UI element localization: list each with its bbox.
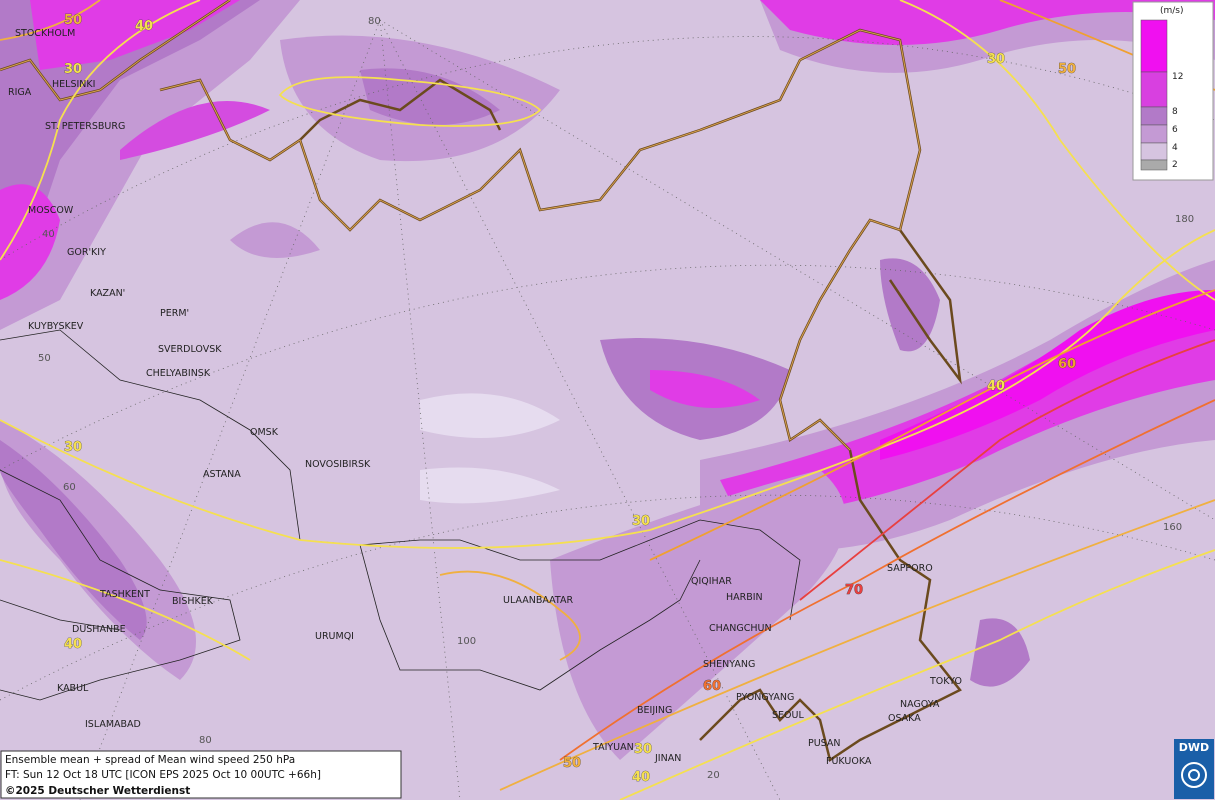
contour-label: 70 — [845, 583, 863, 598]
city-label: TASHKENT — [99, 589, 150, 600]
legend-tick: 8 — [1172, 107, 1178, 117]
contour-label: 50 — [64, 13, 82, 28]
city-label: PYONGYANG — [736, 692, 794, 703]
city-label: NAGOYA — [900, 699, 940, 710]
graticule-label: 20 — [707, 770, 720, 781]
city-label: HARBIN — [726, 592, 763, 603]
legend-swatch — [1140, 124, 1168, 144]
city-label: SEOUL — [772, 710, 804, 721]
city-label: JINAN — [654, 753, 681, 764]
city-label: PERM' — [160, 308, 189, 319]
legend-swatch — [1140, 71, 1168, 108]
graticule-labels: 80 180 160 50 40 60 100 80 20 — [38, 16, 1194, 781]
graticule-label: 60 — [63, 482, 76, 493]
contour-label: 40 — [632, 770, 650, 785]
footer-box — [0, 750, 402, 799]
city-label: SVERDLOVSK — [158, 344, 222, 355]
contour-label: 50 — [1058, 62, 1076, 77]
city-label: FUKUOKA — [826, 756, 872, 767]
graticule-label: 160 — [1163, 522, 1182, 533]
legend-tick: 2 — [1172, 160, 1178, 170]
legend-tick: 12 — [1172, 72, 1183, 82]
footer-title: Ensemble mean + spread of Mean wind spee… — [5, 754, 295, 766]
city-label: TOKYO — [929, 676, 962, 687]
city-label: PUSAN — [808, 738, 841, 749]
legend-unit: (m/s) — [1160, 6, 1184, 16]
graticule-label: 50 — [38, 353, 51, 364]
city-label: QIQIHAR — [691, 576, 732, 587]
graticule — [0, 19, 1215, 800]
city-label: DUSHANBE — [72, 624, 126, 635]
contour-label: 40 — [135, 19, 153, 34]
city-label: CHANGCHUN — [709, 623, 772, 634]
contour-label: 50 — [563, 756, 581, 771]
logo: DWD — [1174, 739, 1214, 799]
graticule-label: 100 — [457, 636, 476, 647]
contour-label: 30 — [632, 514, 650, 529]
city-label: OSAKA — [888, 713, 921, 724]
city-label: RIGA — [8, 87, 32, 98]
city-label: BISHKEK — [172, 596, 214, 607]
city-label: STOCKHOLM — [15, 28, 75, 39]
contour-label: 30 — [64, 62, 82, 77]
contour-label: 40 — [987, 379, 1005, 394]
city-label: OMSK — [250, 427, 279, 438]
logo-swirl — [1188, 769, 1200, 781]
city-label: URUMQI — [315, 631, 354, 642]
graticule-label: 180 — [1175, 214, 1194, 225]
city-label: ASTANA — [203, 469, 241, 480]
city-label: SAPPORO — [887, 563, 933, 574]
city-label: GOR'KIY — [67, 247, 106, 258]
city-label: BEIJING — [637, 705, 672, 716]
legend-swatch — [1140, 159, 1168, 171]
city-label: ST. PETERSBURG — [45, 121, 125, 132]
city-label: MOSCOW — [28, 205, 74, 216]
contour-label: 60 — [703, 679, 721, 694]
city-label: KUYBYSKEV — [28, 321, 84, 332]
footer-copyright: ©2025 Deutscher Wetterdienst — [5, 785, 190, 797]
contour-labels: 50 40 30 30 50 40 60 30 30 70 60 40 50 3… — [64, 13, 1077, 786]
contour-label: 30 — [987, 52, 1005, 67]
city-label: NOVOSIBIRSK — [305, 459, 371, 470]
contour-label: 60 — [1058, 357, 1076, 372]
logo-text: DWD — [1179, 741, 1209, 754]
city-label: TAIYUAN — [592, 742, 634, 753]
legend-swatch — [1140, 142, 1168, 161]
graticule-label: 40 — [42, 229, 55, 240]
city-label: CHELYABINSK — [146, 368, 211, 379]
legend-swatch — [1140, 106, 1168, 126]
city-label: ULAANBAATAR — [503, 595, 573, 606]
city-label: KAZAN' — [90, 288, 125, 299]
contour-label: 30 — [64, 440, 82, 455]
contour-label: 40 — [64, 637, 82, 652]
graticule-label: 80 — [199, 735, 212, 746]
footer: Ensemble mean + spread of Mean wind spee… — [0, 750, 402, 799]
legend-tick: 6 — [1172, 125, 1178, 135]
city-labels: STOCKHOLM HELSINKI RIGA ST. PETERSBURG M… — [8, 28, 962, 767]
contour-label: 30 — [634, 742, 652, 757]
legend-swatch — [1140, 19, 1168, 73]
legend: (m/s) 12 8 6 4 2 — [1132, 1, 1214, 181]
city-label: HELSINKI — [52, 79, 95, 90]
coastlines — [0, 0, 962, 763]
city-label: KABUL — [57, 683, 89, 694]
logo-swirl — [1181, 762, 1207, 788]
graticule-label: 80 — [368, 16, 381, 27]
footer-forecast: FT: Sun 12 Oct 18 UTC [ICON EPS 2025 Oct… — [5, 769, 321, 781]
city-label: ISLAMABAD — [85, 719, 141, 730]
city-label: SHENYANG — [703, 659, 755, 670]
borders — [0, 329, 801, 701]
legend-tick: 4 — [1172, 143, 1178, 153]
